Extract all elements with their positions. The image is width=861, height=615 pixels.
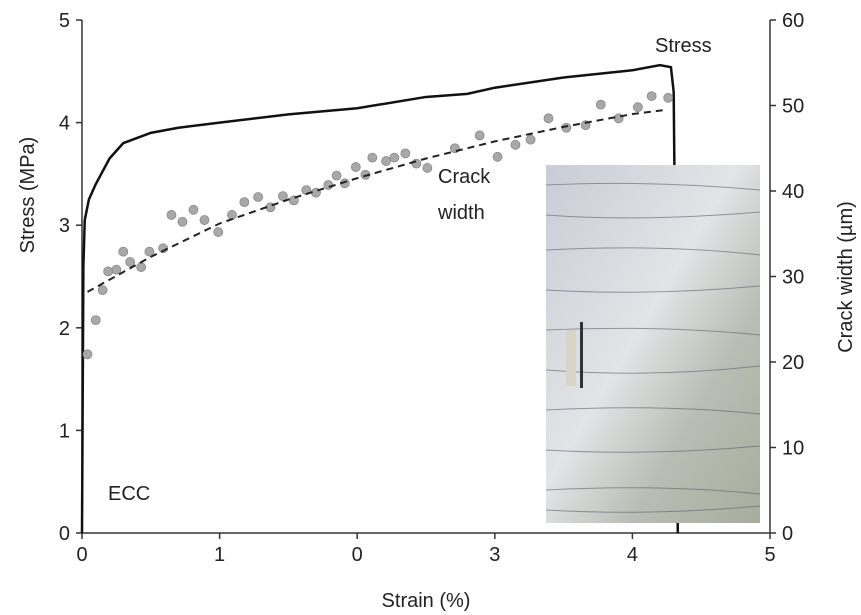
y-tick-label: 3: [59, 215, 70, 237]
y-axis-title: Stress (MPa): [17, 137, 39, 254]
point: [510, 139, 521, 150]
y2-tick-label: 50: [782, 96, 804, 118]
y-tick-label: 4: [59, 113, 70, 135]
point: [188, 204, 199, 215]
point: [125, 257, 136, 267]
point: [213, 227, 224, 237]
point: [136, 262, 147, 272]
point: [118, 246, 129, 257]
point: [633, 102, 643, 113]
point: [90, 315, 101, 326]
point: [199, 215, 210, 225]
y-tick-label: 0: [59, 523, 70, 545]
point: [227, 210, 237, 220]
y2-tick-label: 10: [782, 438, 804, 460]
point: [97, 285, 108, 296]
point: [543, 113, 554, 124]
point: [389, 152, 400, 163]
point: [253, 192, 264, 202]
line: [80, 63, 680, 534]
point: [474, 130, 485, 141]
annotation: ECC: [108, 483, 150, 505]
point: [177, 216, 188, 227]
x-tick-label: 3: [489, 544, 500, 566]
point: [646, 91, 657, 101]
x-tick-label: 1: [214, 544, 225, 566]
x-tick-label: 4: [627, 544, 638, 566]
y-tick-label: 5: [59, 10, 70, 32]
x-tick-label: 0: [76, 544, 87, 566]
point: [400, 148, 411, 159]
point: [595, 99, 606, 110]
y2-tick-label: 0: [782, 523, 793, 545]
y-tick-label: 2: [59, 318, 70, 340]
x-tick-label: 0: [352, 544, 363, 566]
point: [525, 134, 536, 145]
point: [323, 180, 334, 190]
point: [331, 170, 342, 181]
point: [350, 162, 361, 172]
point: [82, 349, 93, 360]
annotation: Stress: [655, 35, 712, 57]
point: [411, 158, 422, 169]
annotation: width: [437, 202, 485, 224]
y2-tick-label: 60: [782, 10, 804, 32]
point: [381, 156, 391, 166]
y2-tick-label: 20: [782, 352, 804, 374]
point: [663, 92, 674, 103]
point: [492, 151, 503, 162]
line: [87, 108, 667, 293]
y2-axis-title: Crack width (µm): [835, 201, 857, 353]
point: [239, 197, 250, 208]
point: [277, 191, 288, 202]
point: [144, 246, 155, 257]
y2-tick-label: 40: [782, 181, 804, 203]
point: [422, 163, 433, 173]
x-axis-title: Strain (%): [382, 590, 471, 612]
point: [367, 152, 378, 163]
y-tick-label: 1: [59, 420, 70, 442]
x-tick-label: 5: [764, 544, 775, 566]
inset-photo: [545, 165, 761, 523]
point: [111, 264, 122, 275]
point: [103, 266, 114, 277]
point: [166, 210, 177, 220]
y2-tick-label: 30: [782, 267, 804, 289]
annotation: Crack: [438, 166, 491, 188]
